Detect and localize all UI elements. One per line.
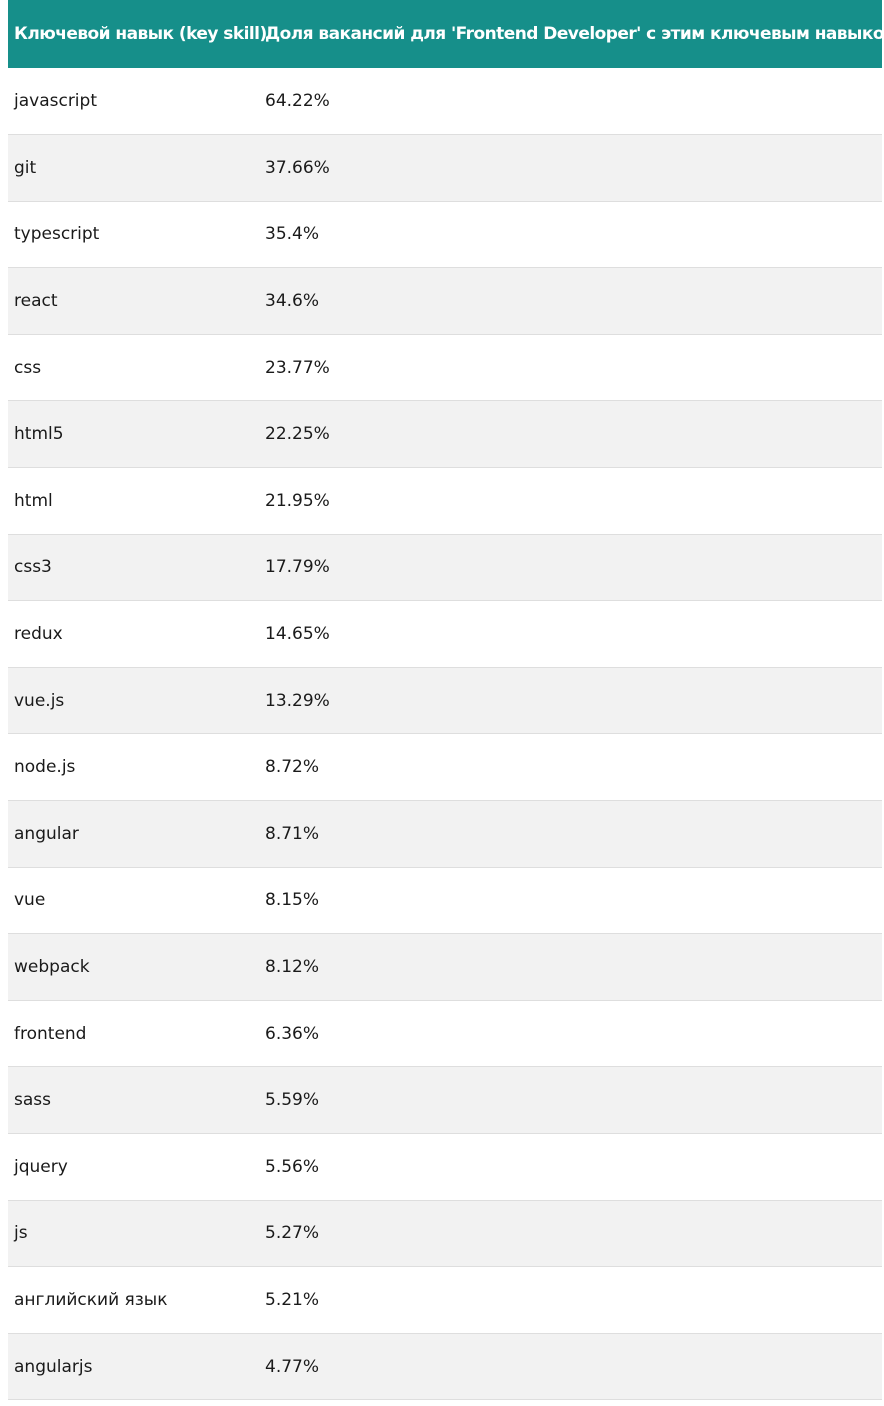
cell-share: 6.36% (265, 1023, 320, 1044)
cell-share: 5.56% (265, 1156, 320, 1177)
table-row: typescript 35.4% (8, 201, 882, 268)
cell-skill: css3 (8, 534, 259, 601)
cell-share: 64.22% (265, 91, 330, 112)
table-row: sass 5.59% (8, 1066, 882, 1134)
cell-skill: react (8, 267, 259, 335)
table-row: vue.js 13.29% (8, 667, 882, 734)
cell-share: 34.6% (259, 267, 882, 335)
cell-skill: html5 (8, 400, 259, 468)
table-row: css 23.77% (8, 334, 882, 401)
cell-skill: английский язык (14, 1289, 168, 1310)
cell-share: 21.95% (265, 490, 330, 511)
cell-share: 5.27% (259, 1200, 882, 1267)
table-row: git 37.66% (8, 134, 882, 202)
table-row: vue 8.15% (8, 867, 882, 934)
cell-skill: angularjs (8, 1333, 259, 1400)
cell-skill: typescript (14, 224, 100, 245)
cell-share: 8.15% (265, 890, 320, 911)
table-row: react 34.6% (8, 267, 882, 335)
table-row: html 21.95% (8, 468, 882, 535)
cell-share: 22.25% (259, 400, 882, 468)
table-row: webpack 8.12% (8, 933, 882, 1001)
cell-share: 5.21% (265, 1289, 320, 1310)
table-row: angular 8.71% (8, 800, 882, 868)
table-row: jquery 5.56% (8, 1134, 882, 1201)
table-body: javascript 64.22% git 37.66% typescript … (8, 68, 882, 1400)
table-row: node.js 8.72% (8, 734, 882, 801)
cell-skill: frontend (14, 1023, 87, 1044)
cell-share: 4.77% (259, 1333, 882, 1400)
cell-skill: js (8, 1200, 259, 1267)
cell-skill: angular (8, 800, 259, 868)
cell-skill: redux (14, 624, 63, 645)
table-row: css3 17.79% (8, 534, 882, 601)
cell-skill: html (14, 490, 53, 511)
table-row: javascript 64.22% (8, 68, 882, 135)
cell-share: 8.12% (259, 933, 882, 1001)
cell-share: 8.72% (265, 757, 320, 778)
cell-skill: sass (8, 1066, 259, 1134)
table-row: английский язык 5.21% (8, 1267, 882, 1334)
header-row: Ключевой навык (key skill) Доля вакансий… (8, 0, 884, 68)
table-row: angularjs 4.77% (8, 1333, 882, 1400)
cell-share: 14.65% (265, 624, 330, 645)
skills-table-container: Ключевой навык (key skill) Доля вакансий… (8, 0, 884, 1400)
cell-share: 13.29% (259, 667, 882, 734)
cell-skill: git (8, 134, 259, 202)
cell-share: 23.77% (265, 357, 330, 378)
header-share[interactable]: Доля вакансий для 'Frontend Developer' с… (259, 0, 884, 68)
table-row: html5 22.25% (8, 400, 882, 468)
cell-share: 37.66% (259, 134, 882, 202)
cell-skill: node.js (14, 757, 76, 778)
cell-share: 8.71% (259, 800, 882, 868)
table-row: redux 14.65% (8, 601, 882, 668)
cell-skill: css (14, 357, 42, 378)
table-row: js 5.27% (8, 1200, 882, 1267)
cell-skill: jquery (14, 1156, 68, 1177)
cell-skill: javascript (14, 91, 97, 112)
cell-share: 5.59% (259, 1066, 882, 1134)
cell-share: 17.79% (259, 534, 882, 601)
cell-skill: webpack (8, 933, 259, 1001)
skills-table: Ключевой навык (key skill) Доля вакансий… (8, 0, 884, 1400)
table-row: frontend 6.36% (8, 1000, 882, 1067)
cell-share: 35.4% (265, 224, 320, 245)
header-skill[interactable]: Ключевой навык (key skill) (8, 0, 267, 68)
table-header: Ключевой навык (key skill) Доля вакансий… (8, 0, 884, 68)
cell-skill: vue (14, 890, 46, 911)
cell-skill: vue.js (8, 667, 259, 734)
